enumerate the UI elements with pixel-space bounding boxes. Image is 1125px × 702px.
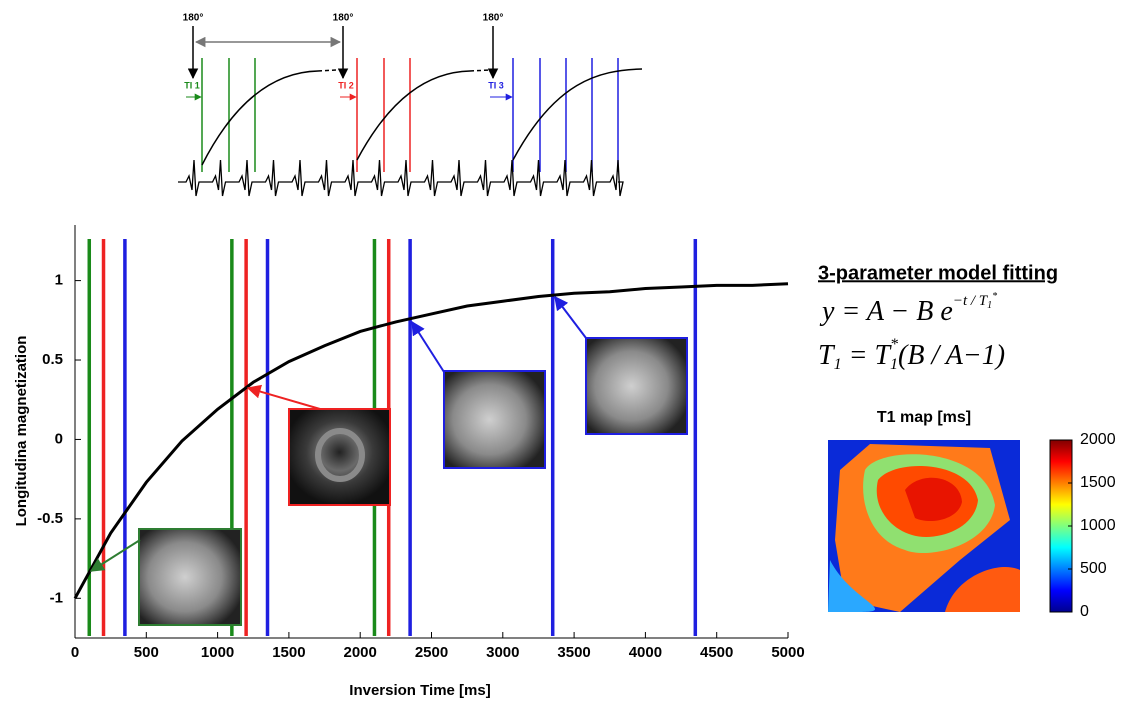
x-tick-label: 1000 xyxy=(201,644,234,661)
ti-label: TI 1 xyxy=(184,80,200,90)
x-tick-label: 2500 xyxy=(415,644,448,661)
pulse-label: 180° xyxy=(183,13,204,24)
t1-map xyxy=(828,440,1020,612)
curve xyxy=(73,282,789,600)
x-tick-label: 2000 xyxy=(344,644,377,661)
recovery-curves xyxy=(201,68,643,166)
pulse-label: 180° xyxy=(483,13,504,24)
pointer-arrow xyxy=(246,384,321,410)
thumbnail xyxy=(138,528,242,626)
eq-part: y = A − B e xyxy=(819,296,953,327)
thumbnail-detail xyxy=(315,428,365,482)
y-tick-label: 0.5 xyxy=(42,351,63,368)
colorbar-tick-label: 1500 xyxy=(1080,474,1116,491)
pulse-label: 180° xyxy=(333,13,354,24)
eq-part: 1 xyxy=(987,300,992,311)
y-tick-label: -0.5 xyxy=(37,510,63,527)
pointer-arrow xyxy=(411,320,445,373)
x-tick-label: 3500 xyxy=(557,644,590,661)
eq-part: T xyxy=(818,340,836,371)
eq-part: −t / T xyxy=(953,293,989,309)
equation: T1 = T1*(B / A−1) xyxy=(818,336,1005,373)
ti-label: TI 2 xyxy=(338,80,354,90)
eq-part: 1 xyxy=(890,356,898,373)
sequence-diagram: 180° 180° 180° TI 1 TI 2 TI 3 xyxy=(178,13,643,197)
colorbar-tick-label: 2000 xyxy=(1080,431,1116,448)
pointer-arrow xyxy=(554,295,587,339)
y-tick-label: -1 xyxy=(50,589,63,606)
x-tick-label: 0 xyxy=(71,644,79,661)
thumbnails xyxy=(89,295,688,626)
model-title: 3-parameter model fitting xyxy=(818,262,1058,284)
thumbnail xyxy=(585,337,688,435)
x-tick-label: 4500 xyxy=(700,644,733,661)
x-tick-label: 500 xyxy=(134,644,159,661)
map-title: T1 map [ms] xyxy=(877,409,971,426)
x-tick-label: 3000 xyxy=(486,644,519,661)
colorbar-tick-label: 0 xyxy=(1080,603,1089,620)
colorbar-tick-label: 1000 xyxy=(1080,517,1116,534)
x-axis-label: Inversion Time [ms] xyxy=(349,682,490,699)
x-tick-label: 1500 xyxy=(272,644,305,661)
eq-part: (B / A−1) xyxy=(898,340,1005,371)
x-tick-label: 5000 xyxy=(771,644,804,661)
ecg-trace xyxy=(178,159,624,197)
y-axis-label: Longitudina magnetization xyxy=(13,336,30,527)
readout-lines xyxy=(356,58,411,172)
equation: y = A − B e−t / T1* xyxy=(819,291,997,327)
thumbnail xyxy=(288,408,391,506)
ti-label: TI 3 xyxy=(488,80,504,90)
thumbnail xyxy=(443,370,546,469)
x-tick-label: 4000 xyxy=(629,644,662,661)
readout-lines xyxy=(512,58,619,172)
eq-part: = T xyxy=(842,340,893,371)
eq-part: * xyxy=(890,336,898,353)
pointer-arrow xyxy=(89,539,141,572)
y-tick-label: 1 xyxy=(55,272,63,289)
readout-lines xyxy=(201,58,256,172)
y-tick-label: 0 xyxy=(55,430,63,447)
eq-part: * xyxy=(992,291,997,302)
eq-part: 1 xyxy=(834,356,842,373)
colorbar-tick-label: 500 xyxy=(1080,560,1107,577)
colorbar-ticks: 0 500 1000 1500 2000 xyxy=(1068,431,1116,620)
